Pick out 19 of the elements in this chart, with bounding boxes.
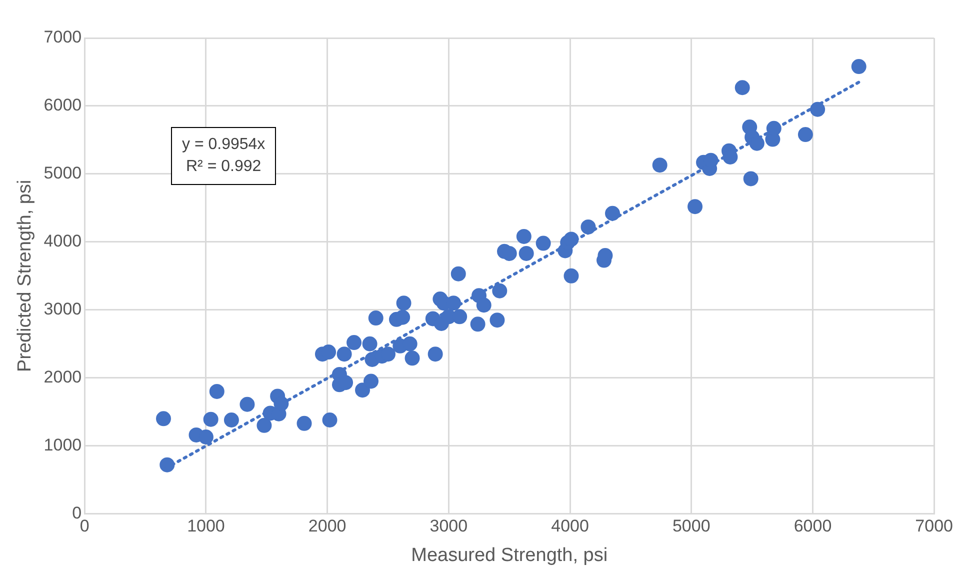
y-tick-label: 0 (72, 503, 82, 522)
x-tick-label: 2000 (308, 516, 346, 536)
x-tick-label: 6000 (794, 516, 832, 536)
x-tick-label: 3000 (430, 516, 468, 536)
y-tick-label: 5000 (44, 164, 82, 183)
x-tick-label: 5000 (672, 516, 710, 536)
y-tick-label: 6000 (44, 96, 82, 115)
y-tick-label: 1000 (44, 436, 82, 455)
x-tick-label: 1000 (187, 516, 225, 536)
annotation: y = 0.9954x (182, 135, 266, 155)
x-axis-title: Measured Strength, psi (411, 544, 608, 566)
x-tick-label: 7000 (915, 516, 954, 536)
y-tick-label: 2000 (44, 368, 82, 387)
y-tick-label: 7000 (44, 28, 82, 47)
y-tick-label: 3000 (44, 300, 82, 319)
x-tick-label: 4000 (551, 516, 589, 536)
y-axis-title: Predicted Strength, psi (14, 180, 36, 372)
y-tick-label: 4000 (44, 232, 82, 251)
annotation: R² = 0.992 (185, 157, 262, 177)
